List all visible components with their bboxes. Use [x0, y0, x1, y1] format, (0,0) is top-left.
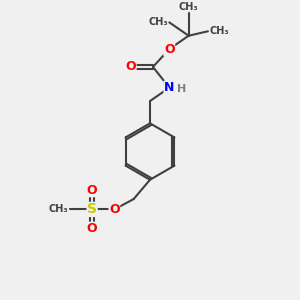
- Text: O: O: [87, 222, 98, 235]
- Text: H: H: [177, 84, 186, 94]
- Text: O: O: [125, 60, 136, 74]
- Text: O: O: [109, 203, 120, 216]
- Text: O: O: [164, 43, 175, 56]
- Text: CH₃: CH₃: [209, 26, 229, 36]
- Text: CH₃: CH₃: [49, 204, 68, 214]
- Text: S: S: [87, 202, 97, 216]
- Text: O: O: [87, 184, 98, 196]
- Text: CH₃: CH₃: [148, 17, 168, 27]
- Text: CH₃: CH₃: [179, 2, 198, 12]
- Text: N: N: [164, 81, 175, 94]
